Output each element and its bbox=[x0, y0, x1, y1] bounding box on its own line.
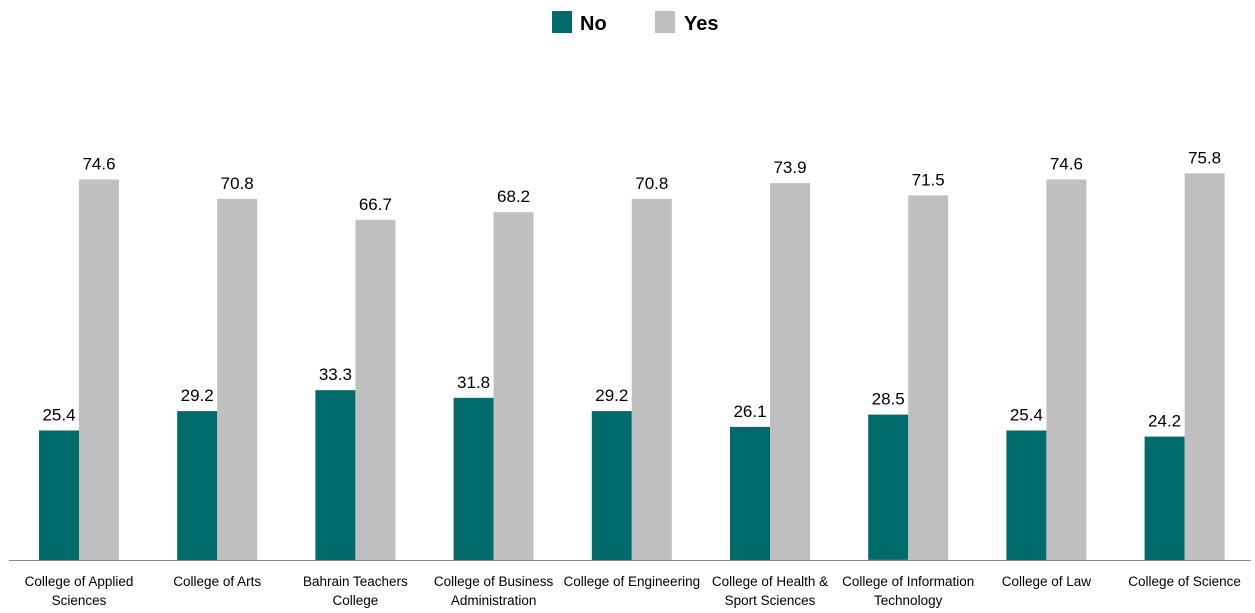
data-label-no: 24.2 bbox=[1148, 412, 1181, 431]
x-tick-label: College of Health & bbox=[712, 574, 828, 589]
bar-no bbox=[1144, 436, 1185, 560]
x-tick-label: College of Information bbox=[842, 574, 974, 589]
data-label-yes: 70.8 bbox=[221, 174, 254, 193]
bar-yes bbox=[1184, 173, 1225, 560]
x-tick-label: College of Arts bbox=[173, 574, 261, 589]
data-label-yes: 74.6 bbox=[1050, 155, 1083, 174]
data-label-no: 29.2 bbox=[181, 386, 214, 405]
bar-no bbox=[1006, 430, 1047, 560]
data-label-yes: 73.9 bbox=[773, 158, 806, 177]
bar-yes bbox=[493, 212, 534, 560]
bar-no bbox=[177, 411, 218, 560]
data-label-yes: 74.6 bbox=[82, 155, 115, 174]
data-label-no: 26.1 bbox=[733, 402, 766, 421]
x-tick-label: Sport Sciences bbox=[725, 593, 816, 608]
x-tick-label: College of Business bbox=[434, 574, 554, 589]
bar-no bbox=[39, 430, 79, 560]
bar-yes bbox=[631, 198, 672, 560]
bar-yes bbox=[908, 195, 949, 560]
bar-no bbox=[730, 426, 770, 560]
x-tick-label: College bbox=[333, 593, 379, 608]
data-label-no: 28.5 bbox=[872, 390, 905, 409]
data-label-no: 33.3 bbox=[319, 365, 352, 384]
x-tick-label: College of Law bbox=[1002, 574, 1092, 589]
bar-yes bbox=[1046, 179, 1087, 560]
data-label-no: 25.4 bbox=[42, 406, 75, 425]
bar-no bbox=[453, 397, 494, 560]
data-label-yes: 71.5 bbox=[912, 170, 945, 189]
x-tick-label: Technology bbox=[874, 593, 943, 608]
x-tick-label: College of Engineering bbox=[563, 574, 700, 589]
bar-yes bbox=[770, 183, 810, 560]
bar-yes bbox=[217, 198, 258, 560]
data-label-no: 25.4 bbox=[1010, 406, 1043, 425]
data-label-yes: 75.8 bbox=[1188, 148, 1221, 167]
data-label-no: 31.8 bbox=[457, 373, 490, 392]
legend-label-no: No bbox=[580, 13, 607, 35]
data-label-no: 29.2 bbox=[595, 386, 628, 405]
bar-no bbox=[315, 390, 356, 560]
x-tick-label: College of Applied bbox=[25, 574, 134, 589]
bar-yes bbox=[355, 219, 396, 561]
bar-no bbox=[591, 411, 632, 560]
data-label-yes: 70.8 bbox=[635, 174, 668, 193]
data-label-yes: 68.2 bbox=[497, 187, 530, 206]
data-label-yes: 66.7 bbox=[359, 195, 392, 214]
x-tick-label: Sciences bbox=[52, 593, 107, 608]
legend-swatch-no bbox=[552, 11, 572, 33]
legend-label-yes: Yes bbox=[684, 13, 718, 35]
bar-no bbox=[868, 414, 909, 560]
x-tick-label: College of Science bbox=[1128, 574, 1241, 589]
legend-swatch-yes bbox=[655, 11, 675, 33]
x-tick-label: Bahrain Teachers bbox=[303, 574, 408, 589]
bar-yes bbox=[79, 179, 119, 560]
x-tick-label: Administration bbox=[451, 593, 537, 608]
